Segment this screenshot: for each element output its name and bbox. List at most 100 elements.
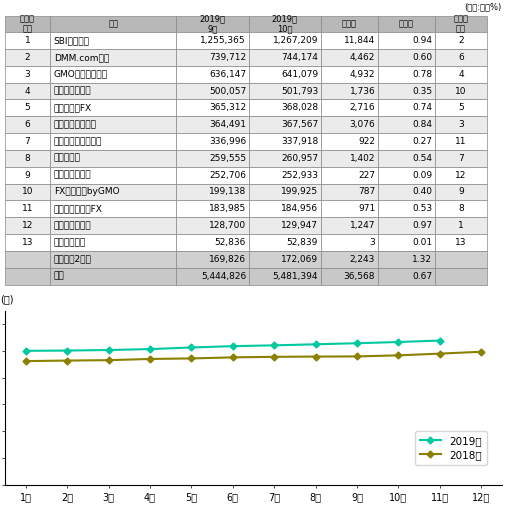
Bar [248,16,320,32]
2018年 [271,354,277,360]
Text: 636,147: 636,147 [209,70,246,79]
Bar [435,183,487,201]
Text: 9: 9 [458,188,464,196]
2018年 [64,357,70,364]
Bar [378,16,435,32]
Bar [5,150,50,167]
Text: SBIグループ: SBIグループ [54,36,90,45]
Text: 252,933: 252,933 [281,171,318,180]
Text: 4,462: 4,462 [350,53,375,62]
Bar [176,100,248,116]
Bar [320,234,378,251]
Text: 260,957: 260,957 [281,154,318,163]
Bar [50,234,176,251]
Text: 744,174: 744,174 [281,53,318,62]
Bar [248,217,320,234]
Bar [248,268,320,284]
Bar [176,32,248,49]
Text: 0.40: 0.40 [412,188,432,196]
Text: 922: 922 [358,137,375,146]
Text: 1,402: 1,402 [350,154,375,163]
Bar [5,16,50,32]
Text: 2: 2 [458,36,464,45]
Bar [176,150,248,167]
Bar [378,251,435,268]
2018年 [312,353,319,359]
Bar [50,100,176,116]
Text: 13: 13 [455,238,466,247]
Bar [50,49,176,66]
Bar [378,167,435,183]
2018年 [478,349,484,355]
Text: ワイジェイFX: ワイジェイFX [54,103,92,113]
Text: 10: 10 [455,86,466,95]
Bar [378,217,435,234]
Bar [176,133,248,150]
Bar [248,201,320,217]
Text: 199,138: 199,138 [209,188,246,196]
Bar [248,116,320,133]
Bar [248,167,320,183]
Bar [378,268,435,284]
Bar [5,201,50,217]
2019年 [271,342,277,349]
Bar [5,234,50,251]
Bar [50,66,176,83]
Text: 0.27: 0.27 [412,137,432,146]
Text: DMM.com証券: DMM.com証券 [54,53,109,62]
Text: 787: 787 [358,188,375,196]
Bar [50,16,176,32]
Bar [435,100,487,116]
Text: 199,925: 199,925 [281,188,318,196]
Text: 0.35: 0.35 [412,86,432,95]
2018年 [354,353,360,359]
Text: 368,028: 368,028 [281,103,318,113]
Text: 7: 7 [458,154,464,163]
Text: 6: 6 [458,53,464,62]
Text: 129,947: 129,947 [281,221,318,230]
Bar [320,100,378,116]
Text: マネースクエア: マネースクエア [54,221,91,230]
Bar [50,150,176,167]
Bar [5,217,50,234]
Bar [176,167,248,183]
Text: 337,918: 337,918 [281,137,318,146]
Text: 5: 5 [24,103,30,113]
2019年 [437,338,443,344]
Bar [50,217,176,234]
Text: 365,312: 365,312 [209,103,246,113]
Bar [378,32,435,49]
Bar [378,49,435,66]
Text: マネックス証券: マネックス証券 [54,171,91,180]
Text: 0.94: 0.94 [412,36,432,45]
Bar [176,201,248,217]
Bar [5,32,50,49]
Bar [435,32,487,49]
2019年 [105,347,112,353]
Bar [248,32,320,49]
Bar [5,49,50,66]
Bar [248,49,320,66]
Bar [248,66,320,83]
Text: マネーパートナーズ: マネーパートナーズ [54,137,102,146]
Text: 0.54: 0.54 [412,154,432,163]
Text: 9: 9 [24,171,30,180]
Bar [378,150,435,167]
Bar [176,49,248,66]
Text: 増加率
順位: 増加率 順位 [453,14,468,33]
Text: 183,985: 183,985 [209,204,246,213]
Text: 12: 12 [455,171,466,180]
Bar [5,268,50,284]
Text: 1,247: 1,247 [350,221,375,230]
Text: FXプライムbyGMO: FXプライムbyGMO [54,188,119,196]
Bar [248,183,320,201]
Bar [435,150,487,167]
2019年 [230,343,236,349]
Bar [435,234,487,251]
Bar [320,49,378,66]
Bar [50,167,176,183]
Text: 2,716: 2,716 [350,103,375,113]
Bar [435,201,487,217]
Text: 367,567: 367,567 [281,120,318,129]
Text: 増加数: 増加数 [342,19,356,28]
